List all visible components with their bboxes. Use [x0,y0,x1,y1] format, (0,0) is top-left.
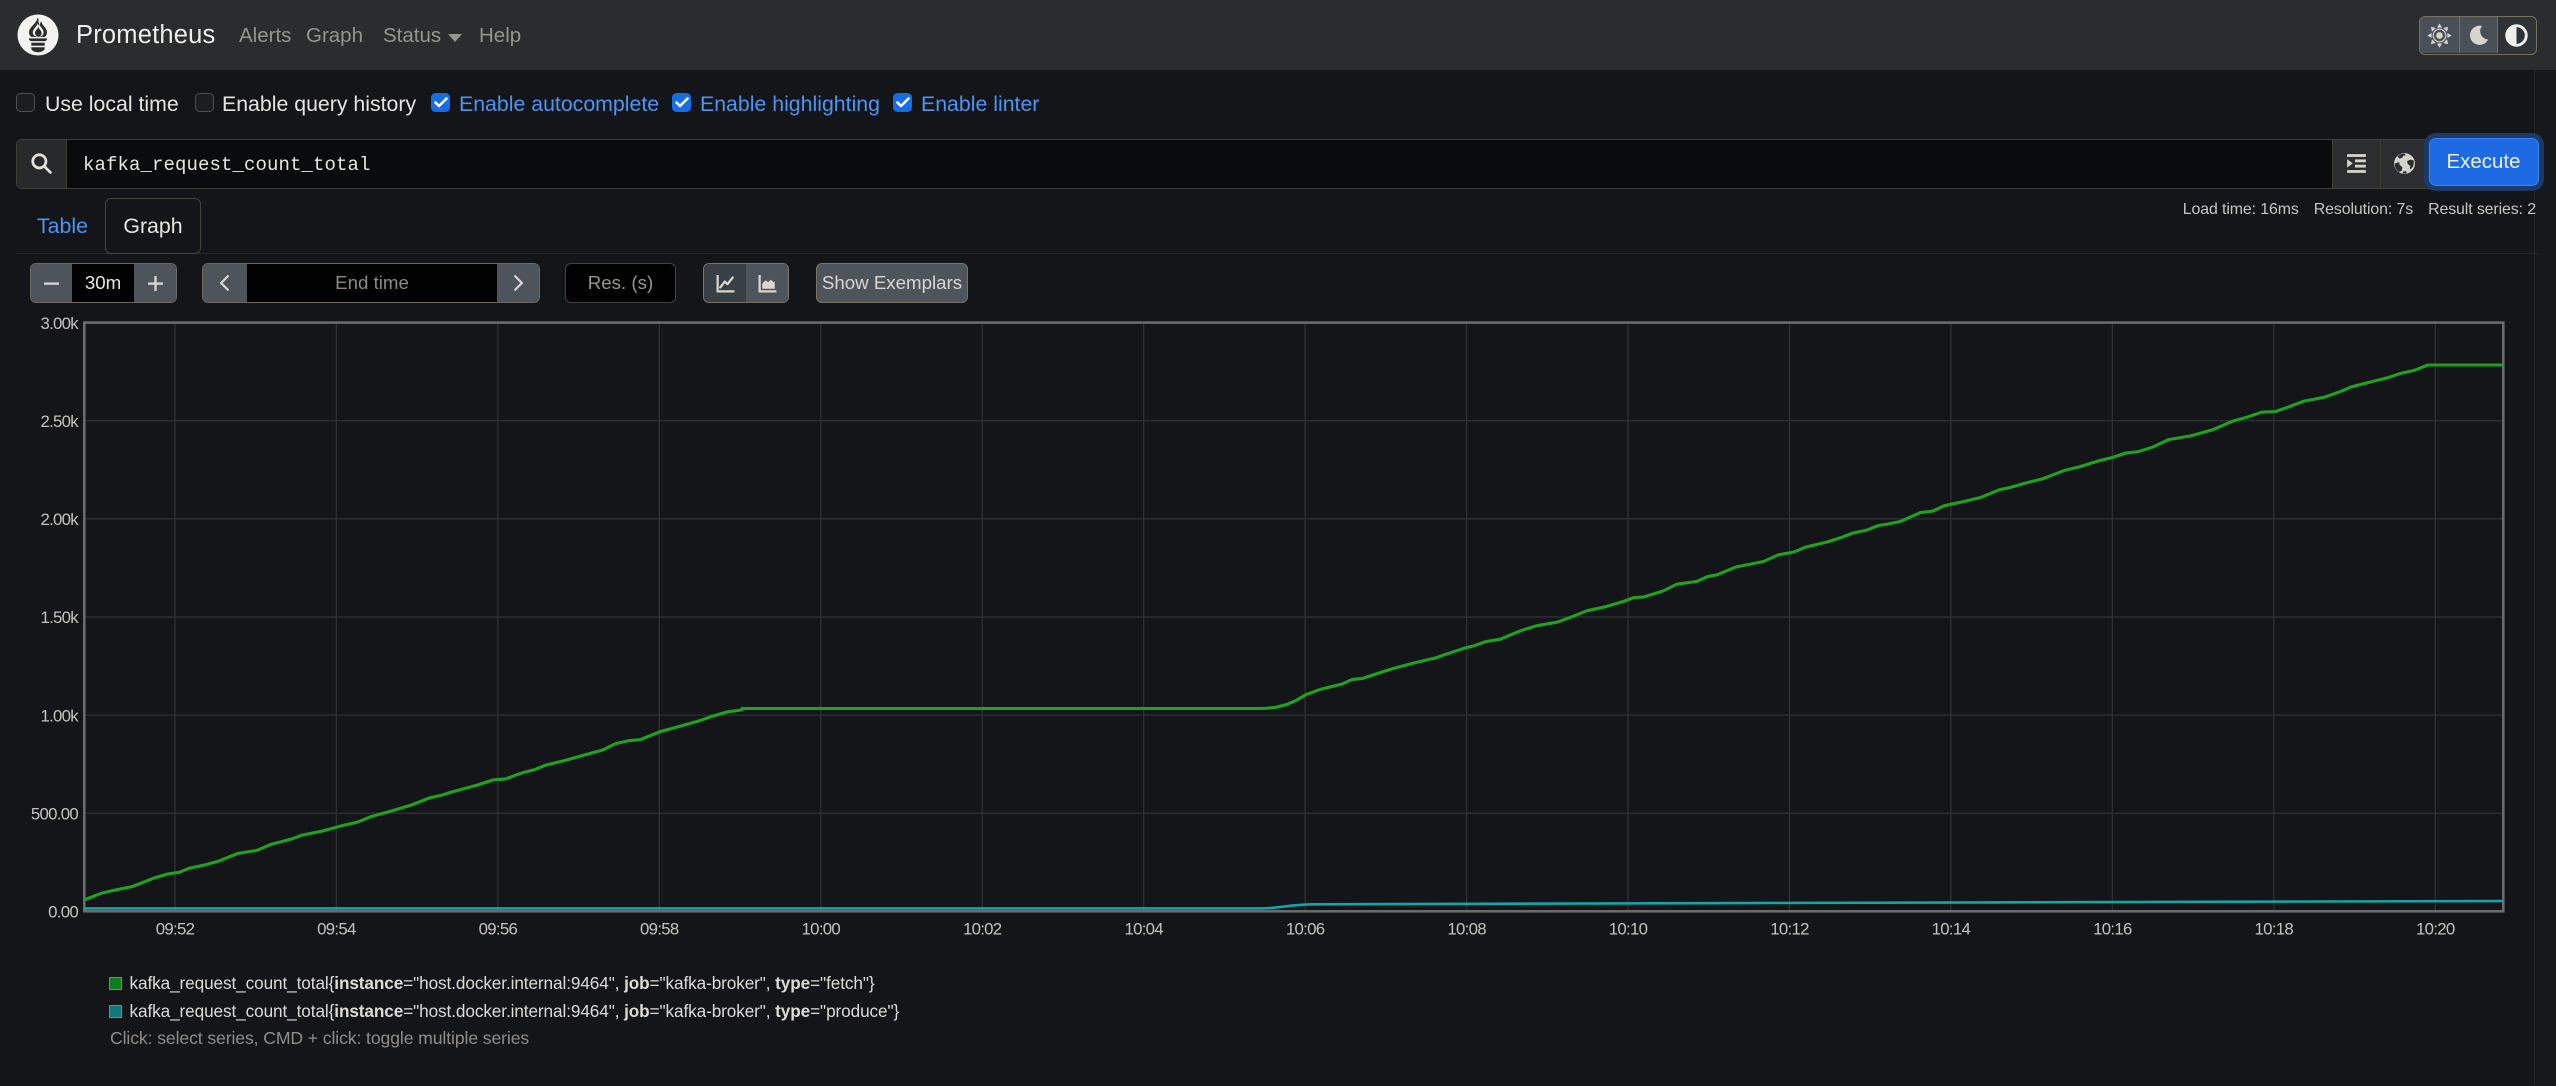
svg-text:09:52: 09:52 [156,920,195,939]
svg-text:09:58: 09:58 [640,920,679,939]
svg-text:2.00k: 2.00k [40,510,79,529]
svg-text:3.00k: 3.00k [40,314,79,333]
svg-text:1.50k: 1.50k [40,608,79,627]
svg-text:09:56: 09:56 [479,920,518,939]
svg-text:10:18: 10:18 [2255,920,2294,939]
svg-text:10:14: 10:14 [1932,920,1971,939]
svg-text:10:08: 10:08 [1447,920,1486,939]
svg-text:10:00: 10:00 [802,920,841,939]
svg-text:1.00k: 1.00k [40,706,79,725]
svg-text:09:54: 09:54 [317,920,356,939]
svg-text:10:10: 10:10 [1609,920,1648,939]
svg-text:10:12: 10:12 [1770,920,1809,939]
svg-text:10:06: 10:06 [1286,920,1325,939]
svg-text:10:02: 10:02 [963,920,1002,939]
svg-text:500.00: 500.00 [31,804,78,823]
svg-text:10:04: 10:04 [1124,920,1163,939]
svg-text:10:16: 10:16 [2093,920,2132,939]
svg-text:10:20: 10:20 [2416,920,2455,939]
svg-text:2.50k: 2.50k [40,412,79,431]
svg-text:0.00: 0.00 [48,903,78,922]
